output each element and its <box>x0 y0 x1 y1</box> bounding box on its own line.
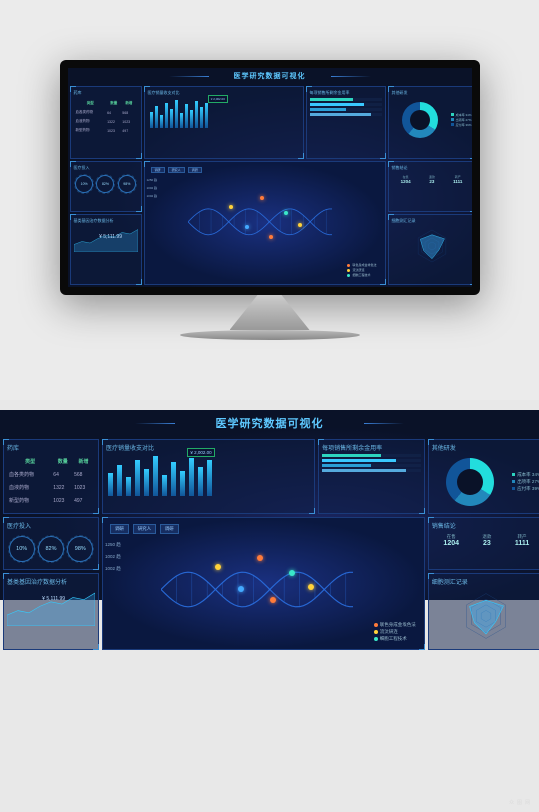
radar-chart <box>412 226 452 266</box>
page-title: 医学研究数据可视化 <box>0 410 539 436</box>
dna-panel: 调研 研究人 调研 1250 趋 1002 趋 1002 趋 <box>144 161 386 285</box>
panel-title: 药库 <box>74 90 138 96</box>
hbar-chart <box>310 98 382 116</box>
gauges: 10%82%98% <box>7 532 95 566</box>
chart-tooltip: ¥ 2,002.00 <box>208 95 228 103</box>
drug-table: 类型数量新增 血各类药物64568 血液药物13221023 新型药物10234… <box>7 454 95 508</box>
chart-tooltip: ¥ 2,002.00 <box>187 448 214 457</box>
donut-panel: 其他研发 成本率 34%出项率 27%应付率 39% <box>428 439 539 514</box>
table-row: 血各类药物64568 <box>76 109 136 116</box>
monitor-mockup: 医学研究数据可视化 药库 类型数量新增 血各类药物64568 血液药物13221… <box>0 0 539 400</box>
donut-chart <box>402 102 438 138</box>
stats: 在售1204退款23转产1111 <box>392 173 472 186</box>
dna-legend: 联色身成金埃色法流汰研连细胞工程技术 <box>347 262 376 278</box>
bar-chart-panel: 医疗销量收支对比 ¥ 2,002.00 <box>144 86 304 159</box>
page-title: 医学研究数据可视化 <box>68 68 472 84</box>
dna-panel: 调研 研究人 调研 1250 趋 1002 趋 1002 趋 联色身成金埃色法流… <box>102 517 425 650</box>
stats-panel: 销售结论 在售1204退款23转产1111 <box>388 161 472 212</box>
area-panel: 基类基因治疗数据分析 ¥ 5,111.99 <box>70 214 142 285</box>
gauges-panel: 医疗投入 10%82%98% <box>70 161 142 212</box>
gauges: 10%82%98% <box>74 173 138 195</box>
donut-panel: 其他研发 成本率 34%出项率 27%应付率 39% <box>388 86 472 159</box>
hbar-panel: 每项销售所剩余金用率 <box>306 86 386 159</box>
watermark: 众图网 <box>509 799 533 806</box>
dna-legend: 联色身成金埃色法流汰研连细胞工程技术 <box>374 621 416 643</box>
drug-table-panel: 药库 类型数量新增 血各类药物64568 血液药物13221023 新型药物10… <box>70 86 142 159</box>
table-row: 血各类药物64568 <box>9 469 93 480</box>
gauges-panel: 医疗投入 10%82%98% <box>3 517 99 570</box>
donut-chart <box>446 458 494 506</box>
hbar-chart <box>322 454 421 472</box>
area-chart: ¥ 5,111.99 <box>74 226 138 252</box>
table-row: 血液药物13221023 <box>9 482 93 493</box>
donut-legend: 成本率 34%出项率 27%应付率 39% <box>512 471 539 493</box>
area-panel: 基类基因治疗数据分析 ¥ 5,111.99 <box>3 573 99 650</box>
table-row: 新型药物1023497 <box>9 495 93 506</box>
stats: 在售1204退款23转产1111 <box>432 532 539 549</box>
table-row: 血液药物13221023 <box>76 118 136 125</box>
radar-chart <box>458 588 514 644</box>
radar-panel: 细胞测汇记录 <box>428 573 539 650</box>
hbar-panel: 每项销售所剩余金用率 <box>318 439 425 514</box>
drug-table: 类型数量新增 血各类药物64568 血液药物13221023 新型药物10234… <box>74 98 138 136</box>
radar-panel: 细胞测汇记录 <box>388 214 472 285</box>
stats-panel: 销售结论 在售1204退款23转产1111 <box>428 517 539 570</box>
dashboard-small: 医学研究数据可视化 药库 类型数量新增 血各类药物64568 血液药物13221… <box>68 68 472 287</box>
drug-table-panel: 药库 类型数量新增 血各类药物64568 血液药物13221023 新型药物10… <box>3 439 99 514</box>
bar-chart-panel: 医疗销量收支对比 ¥ 2,002.00 <box>102 439 315 514</box>
dashboard-wide: 医学研究数据可视化 药库 类型数量新增 血各类药物64568 血液药物13221… <box>0 410 539 600</box>
donut-legend: 成本率 34%出项率 27%应付率 39% <box>451 112 472 128</box>
area-chart: ¥ 5,111.99 <box>7 588 95 626</box>
table-row: 新型药物1023497 <box>76 127 136 134</box>
bar-chart <box>106 454 311 496</box>
